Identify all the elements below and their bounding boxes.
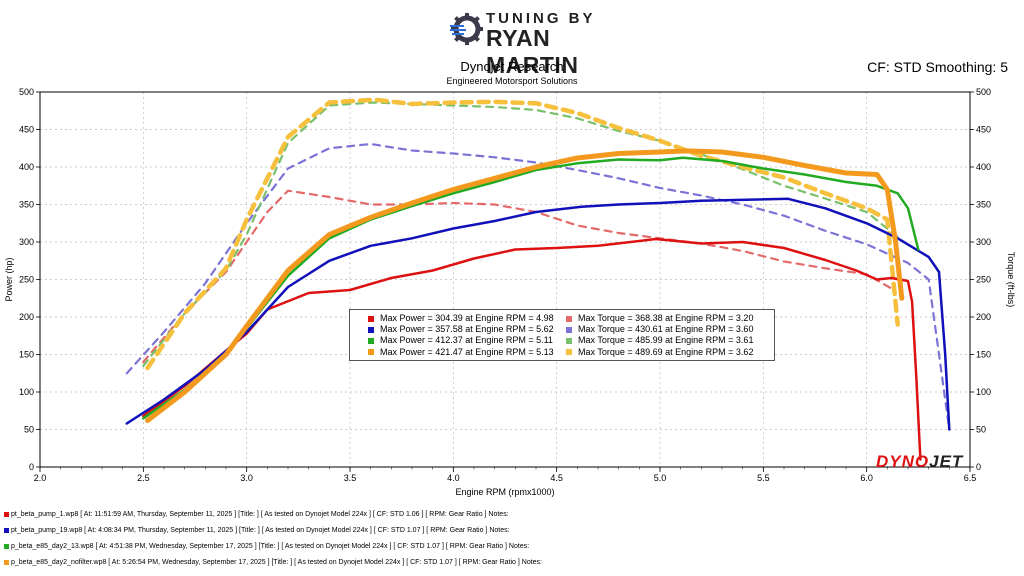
report-subtitle: Engineered Motorsport Solutions [446,76,578,86]
legend-swatch [566,315,572,322]
y-tick-label-left: 250 [19,275,34,285]
x-tick-label: 5.5 [757,473,770,483]
y-tick-label-left: 500 [19,87,34,97]
legend-entry: Max Power = 304.39 at Engine RPM = 4.98 [368,313,554,324]
x-axis-label: Engine RPM (rpmx1000) [455,487,554,497]
power-curve [145,148,905,423]
legend-entry: Max Torque = 489.69 at Engine RPM = 3.62 [566,347,753,358]
logo-line1: TUNING BY [486,10,596,27]
torque-curve [125,142,951,431]
run-color-swatch [4,527,9,533]
torque-curve [142,101,905,367]
torque-curve [145,97,900,371]
legend-text: Max Power = 357.58 at Engine RPM = 5.62 [380,324,554,335]
legend-swatch [566,349,572,356]
x-tick-label: 3.0 [240,473,253,483]
y-tick-label-right: 450 [976,125,991,135]
x-tick-label: 6.5 [964,473,977,483]
y-tick-label-left: 50 [24,425,34,435]
y-tick-label-left: 400 [19,162,34,172]
legend-text: Max Torque = 489.69 at Engine RPM = 3.62 [578,346,754,357]
logo-line2: RYAN MARTIN [486,25,579,78]
legend-swatch [566,326,572,333]
y-tick-label-right: 300 [976,237,991,247]
run-color-swatch [4,559,9,565]
y-tick-label-right: 150 [976,350,991,360]
run-file-entry: pt_beta_pump_1.wp8 [ At: 11:51:59 AM, Th… [4,511,509,518]
y-tick-label-right: 350 [976,200,991,210]
y-tick-label-left: 350 [19,200,34,210]
y-tick-label-right: 50 [976,425,986,435]
legend-swatch [368,338,374,345]
legend-text: Max Power = 421.47 at Engine RPM = 5.13 [380,346,554,357]
y-tick-label-right: 500 [976,87,991,97]
legend-entry: Max Torque = 485.99 at Engine RPM = 3.61 [566,335,753,346]
legend-entry: Max Power = 412.37 at Engine RPM = 5.11 [368,335,553,346]
y-tick-label-left: 0 [29,462,34,472]
run-color-swatch [4,511,9,517]
y-tick-label-right: 200 [976,312,991,322]
y-tick-label-left: 150 [19,350,34,360]
legend-text: Max Power = 304.39 at Engine RPM = 4.98 [380,313,554,323]
run-file-text: p_beta_e85_day2_13.wp8 [ At: 4:51:38 PM,… [11,543,530,550]
run-file-text: pt_beta_pump_1.wp8 [ At: 11:51:59 AM, Th… [11,511,509,518]
y-tick-label-left: 450 [19,125,34,135]
legend-swatch [368,315,374,322]
run-color-swatch [4,543,9,549]
legend-entry: Max Power = 421.47 at Engine RPM = 5.13 [368,347,554,358]
y-tick-label-left: 100 [19,387,34,397]
run-file-entry: pt_beta_pump_19.wp8 [ At: 4:08:34 PM, Th… [4,527,510,534]
legend-swatch [368,326,374,333]
legend-text: Max Torque = 368.38 at Engine RPM = 3.20 [578,313,754,323]
x-tick-label: 4.0 [447,473,460,483]
y-axis-label-left: Power (hp) [4,257,14,301]
dynojet-logo: DYNOJET [876,452,964,471]
y-tick-label-left: 300 [19,237,34,247]
report-title: Dynojet Research [460,59,564,74]
y-tick-label-left: 200 [19,312,34,322]
x-tick-label: 3.5 [344,473,357,483]
x-tick-label: 2.5 [137,473,150,483]
legend-text: Max Torque = 430.61 at Engine RPM = 3.60 [578,324,754,335]
run-file-entry: p_beta_e85_day2_13.wp8 [ At: 4:51:38 PM,… [4,543,529,550]
x-tick-label: 6.0 [860,473,873,483]
legend-entry: Max Power = 357.58 at Engine RPM = 5.62 [368,324,554,335]
x-tick-label: 4.5 [550,473,563,483]
run-file-text: pt_beta_pump_19.wp8 [ At: 4:08:34 PM, Th… [11,527,510,534]
tuning-by-logo: TUNING BY RYAN MARTIN [436,8,596,78]
y-tick-label-right: 0 [976,462,981,472]
correction-factor-label: CF: STD Smoothing: 5 [867,59,1008,75]
power-curve [125,197,951,431]
x-tick-label: 2.0 [34,473,47,483]
plot-frame [39,91,971,468]
legend-text: Max Torque = 485.99 at Engine RPM = 3.61 [578,335,754,346]
legend-swatch [368,349,374,356]
y-tick-label-right: 250 [976,275,991,285]
x-tick-label: 5.0 [654,473,667,483]
run-file-entry: p_beta_e85_day2_nofilter.wp8 [ At: 5:26:… [4,559,542,566]
y-axis-label-right: Torque (ft-lbs) [1006,252,1016,308]
chart-legend: Max Power = 304.39 at Engine RPM = 4.98 M… [349,309,775,361]
legend-entry: Max Torque = 430.61 at Engine RPM = 3.60 [566,324,753,335]
gear-icon [450,13,483,45]
torque-curve [142,189,893,364]
legend-text: Max Power = 412.37 at Engine RPM = 5.11 [380,335,553,346]
y-tick-label-right: 100 [976,387,991,397]
y-tick-label-right: 400 [976,162,991,172]
power-curve [142,156,920,420]
legend-entry: Max Torque = 368.38 at Engine RPM = 3.20 [566,313,753,324]
legend-swatch [566,338,572,345]
run-file-text: p_beta_e85_day2_nofilter.wp8 [ At: 5:26:… [11,559,542,566]
